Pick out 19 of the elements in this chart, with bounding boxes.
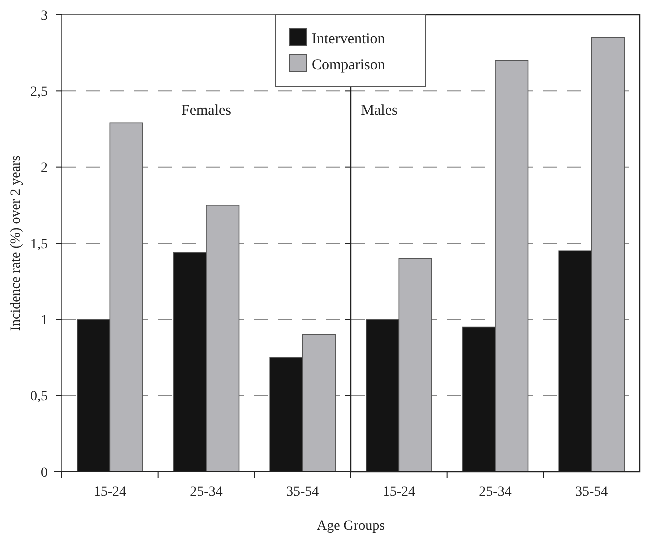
- y-tick-label: 1: [41, 314, 48, 329]
- annotation: Males: [361, 103, 398, 119]
- x-tick-label: 15-24: [94, 485, 127, 500]
- y-tick-label: 3: [41, 8, 48, 24]
- y-tick-label: 2: [41, 161, 48, 176]
- y-tick-label: 0,5: [30, 390, 48, 405]
- x-tick-label: 25-34: [479, 485, 512, 500]
- y-tick-label: 0: [41, 466, 48, 481]
- y-tick-label: 1,5: [30, 237, 48, 252]
- y-tick-label: 2,5: [30, 85, 48, 100]
- x-tick-label: 35-54: [575, 485, 608, 500]
- x-axis-title: Age Groups: [316, 519, 386, 534]
- x-tick-label: 25-34: [190, 485, 223, 500]
- legend-label: Intervention: [312, 31, 386, 48]
- legend-label: Comparison: [312, 57, 386, 74]
- x-tick-label: 15-24: [382, 485, 416, 500]
- y-axis-title: Incidence rate (%) over 2 years: [9, 156, 24, 332]
- x-tick-label: 35-54: [286, 485, 320, 500]
- annotation: Females: [182, 103, 232, 119]
